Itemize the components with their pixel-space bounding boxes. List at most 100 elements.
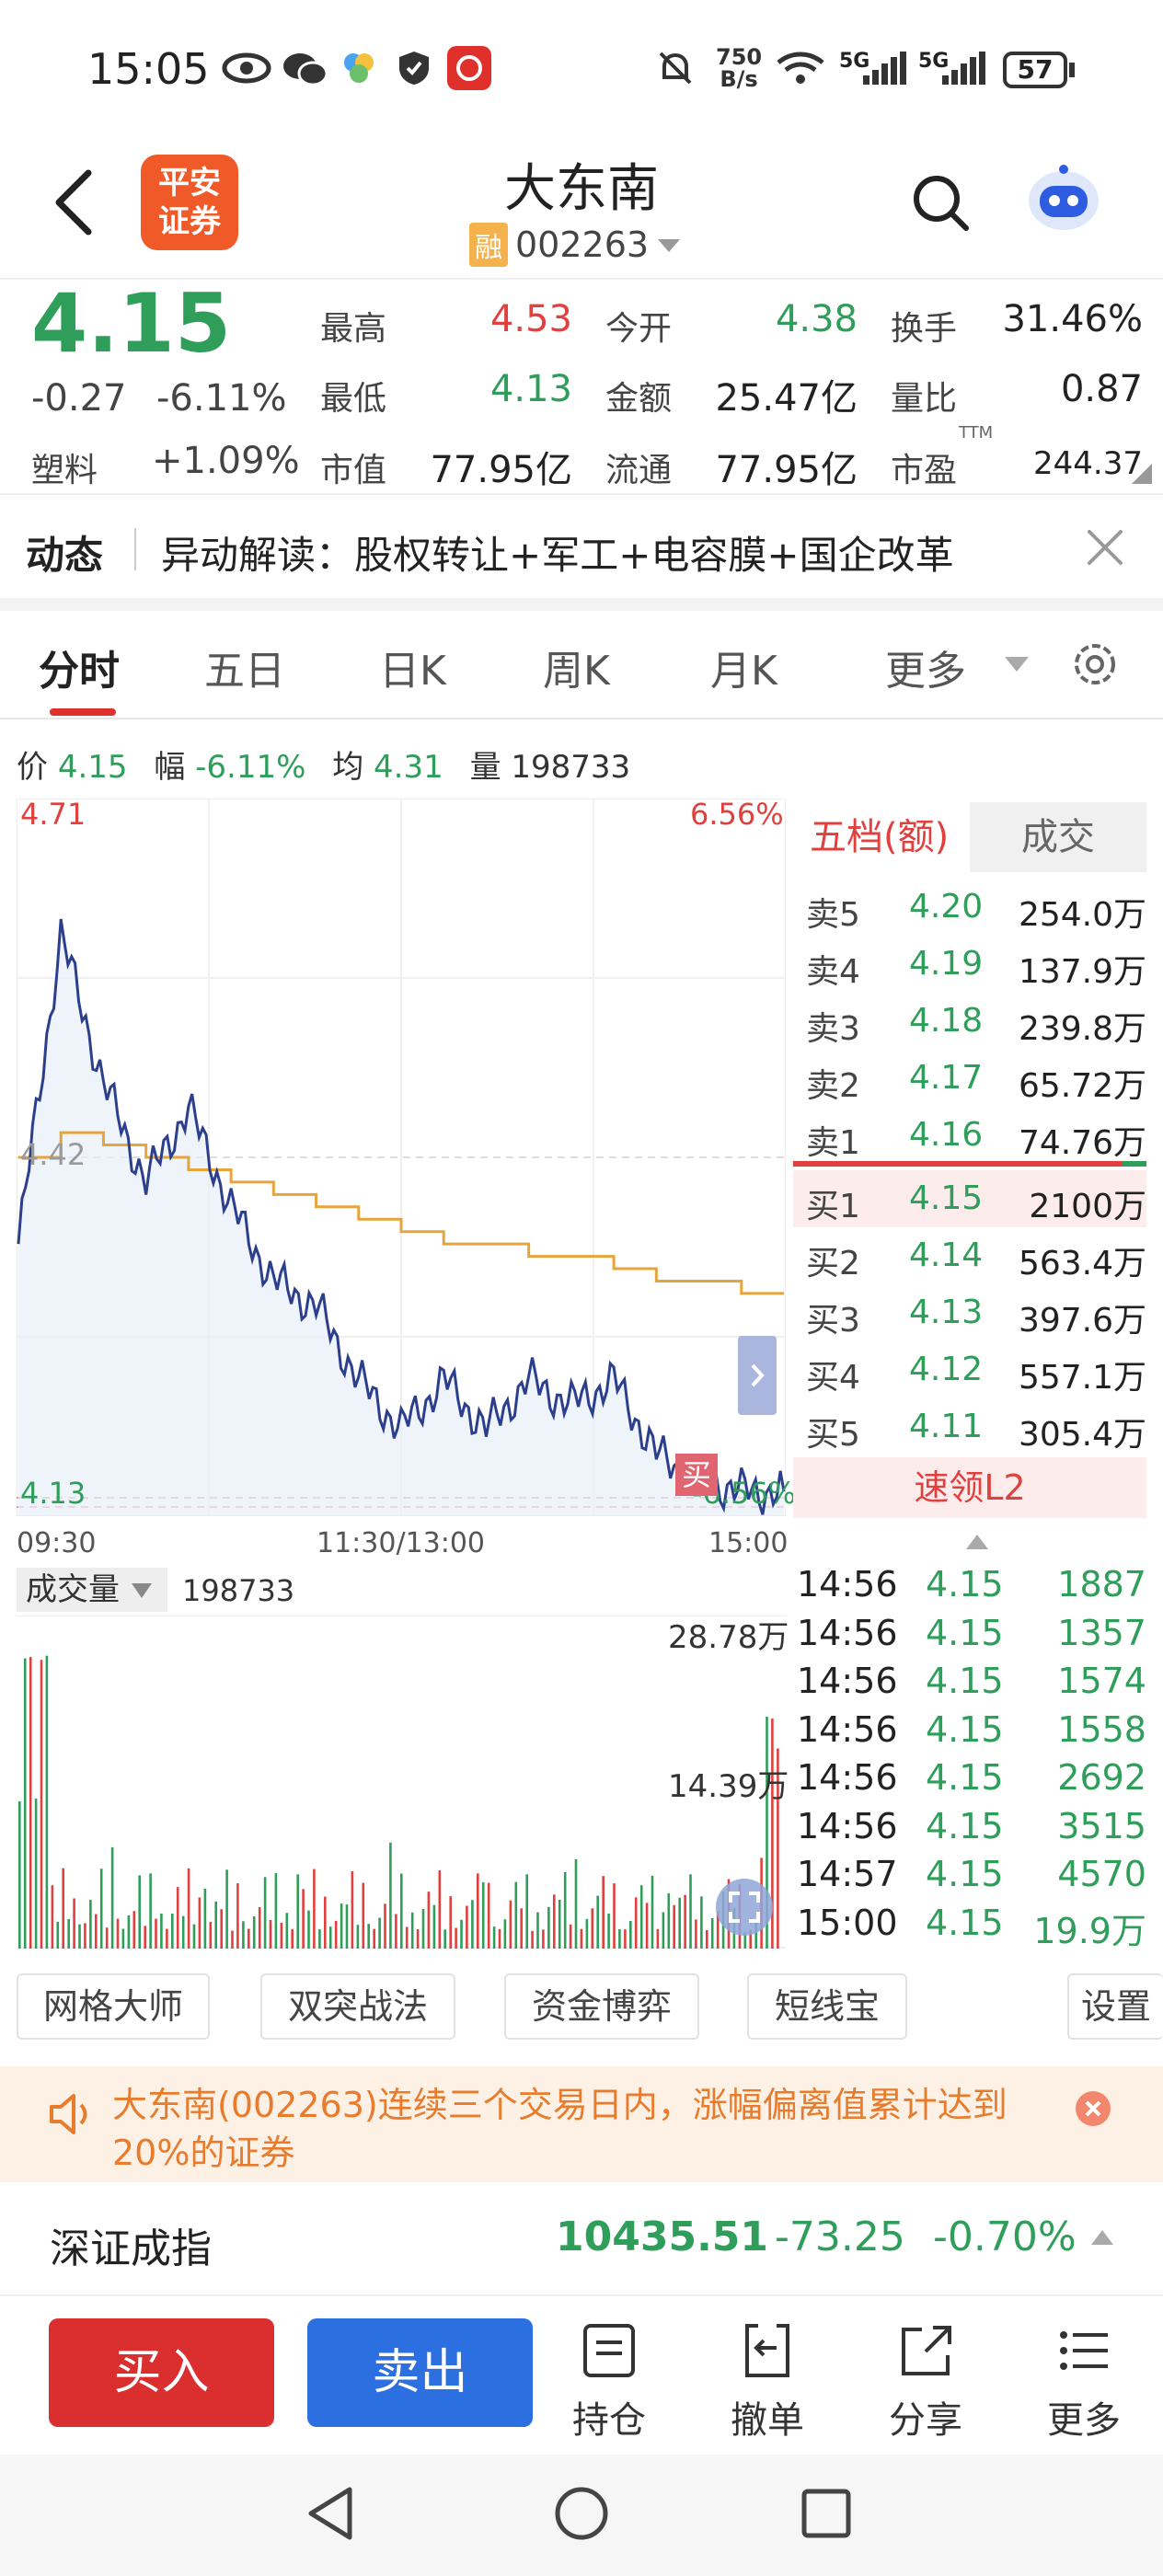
- volume-value: 198733: [182, 1573, 295, 1608]
- volume-bar: [274, 1873, 278, 1949]
- volume-bar: [362, 1882, 365, 1949]
- trade-time: 14:56: [797, 1805, 898, 1846]
- bid-row[interactable]: 买5 4.11 305.4万: [806, 1398, 1146, 1454]
- ask-row[interactable]: 卖5 4.20 254.0万: [806, 879, 1146, 934]
- volume-bar: [477, 1873, 479, 1949]
- gear-icon[interactable]: [1069, 638, 1121, 690]
- bid-row[interactable]: 买3 4.13 397.6万: [806, 1284, 1146, 1340]
- position-label[interactable]: 持仓: [572, 2399, 646, 2442]
- intraday-price-chart[interactable]: [17, 799, 786, 1516]
- volume-bar: [580, 1928, 583, 1949]
- back-arrow-icon[interactable]: [48, 167, 99, 237]
- volume-bar: [667, 1892, 671, 1949]
- bid-row[interactable]: 买4 4.12 557.1万: [806, 1341, 1146, 1397]
- volume-chart[interactable]: [17, 1616, 786, 1949]
- bid-level-label: 买3: [806, 1302, 860, 1340]
- volume-bar: [351, 1871, 354, 1949]
- caret-up-icon[interactable]: [964, 1531, 990, 1551]
- tab-monthly-k[interactable]: 月K: [710, 648, 777, 695]
- chart-summary: 价 4.15 幅 -6.11% 均 4.31 量 198733: [17, 749, 631, 786]
- tool-short-term-button[interactable]: 短线宝: [747, 1973, 907, 2040]
- wifi-icon: [777, 52, 824, 84]
- tab-five-day[interactable]: 五日: [204, 648, 285, 695]
- tool-breakout-strategy-button[interactable]: 双突战法: [260, 1973, 455, 2040]
- settings-button[interactable]: 设置: [1067, 1973, 1163, 2040]
- nav-recents-icon[interactable]: [799, 2486, 854, 2541]
- volume-bars: [18, 1655, 779, 1949]
- ask-row[interactable]: 卖3 4.18 239.8万: [806, 993, 1146, 1048]
- float-value: 77.95亿: [715, 449, 858, 491]
- tool-grid-master-button[interactable]: 网格大师: [17, 1973, 210, 2040]
- caret-down-icon: [1005, 657, 1029, 672]
- volume-bar: [160, 1913, 163, 1949]
- volume-bar: [591, 1908, 594, 1949]
- sector-label[interactable]: 塑料: [31, 452, 98, 489]
- cancel-order-icon[interactable]: [740, 2322, 795, 2379]
- tab-weekly-k[interactable]: 周K: [543, 648, 610, 695]
- tool-capital-game-button[interactable]: 资金博弈: [504, 1973, 699, 2040]
- volume-bar: [313, 1869, 316, 1949]
- volume-bar: [645, 1903, 649, 1949]
- volume-bar: [427, 1892, 431, 1949]
- x-axis-mid: 11:30/13:00: [317, 1527, 486, 1559]
- menu-icon[interactable]: [1056, 2322, 1111, 2379]
- tab-intraday[interactable]: 分时: [39, 648, 120, 695]
- nav-back-icon[interactable]: [304, 2484, 359, 2543]
- cancel-order-label[interactable]: 撤单: [731, 2399, 804, 2442]
- buy-marker[interactable]: 买: [675, 1454, 718, 1496]
- tab-order-book[interactable]: 五档(额): [810, 816, 950, 858]
- ask-row[interactable]: 卖4 4.19 137.9万: [806, 936, 1146, 991]
- trade-volume: 2692: [1057, 1757, 1146, 1798]
- tab-trades[interactable]: 成交: [970, 802, 1146, 872]
- risk-notice-text[interactable]: 大东南(002263)连续三个交易日内，涨幅偏离值累计达到20%的证券: [112, 2085, 1008, 2173]
- news-headline[interactable]: 异动解读：股权转让+军工+电容膜+国企改革: [161, 533, 954, 578]
- caret-up-icon[interactable]: [1089, 2226, 1115, 2247]
- float-label: 流通: [605, 452, 673, 489]
- sell-button[interactable]: 卖出: [307, 2318, 533, 2427]
- stock-code-selector[interactable]: 融 002263: [469, 221, 682, 269]
- level2-promo-button[interactable]: 速领L2: [793, 1457, 1146, 1518]
- trade-time: 14:56: [797, 1564, 898, 1604]
- sim1-label: 5G: [839, 50, 870, 73]
- ask-row[interactable]: 卖1 4.16 74.76万: [806, 1107, 1146, 1162]
- trade-price: 4.15: [926, 1902, 1004, 1943]
- bid1-highlight: [793, 1170, 1146, 1227]
- index-name[interactable]: 深证成指: [50, 2225, 212, 2272]
- tab-daily-k[interactable]: 日K: [379, 648, 446, 695]
- nav-home-icon[interactable]: [552, 2484, 611, 2543]
- bid-row[interactable]: 买2 4.14 563.4万: [806, 1227, 1146, 1282]
- share-icon[interactable]: [898, 2322, 953, 2379]
- tab-more[interactable]: 更多: [885, 648, 966, 695]
- close-icon[interactable]: [1084, 526, 1126, 569]
- bid-price: 4.11: [909, 1408, 984, 1445]
- search-icon[interactable]: [911, 173, 972, 234]
- share-label[interactable]: 分享: [889, 2399, 962, 2442]
- buy-button[interactable]: 买入: [49, 2318, 274, 2427]
- risk-notice-banner: [0, 2066, 1163, 2182]
- high-label: 最高: [320, 310, 387, 348]
- volume-bar: [743, 1931, 747, 1949]
- bid-row[interactable]: 买1 4.15 2100万: [806, 1170, 1146, 1225]
- volume-bar: [421, 1909, 425, 1949]
- ask-level-label: 卖3: [806, 1010, 860, 1048]
- expand-panel-button[interactable]: [738, 1336, 777, 1415]
- bell-mute-icon: [659, 52, 692, 85]
- y-axis-min: 4.13: [20, 1476, 86, 1511]
- robot-assistant-icon[interactable]: [1021, 162, 1106, 236]
- fullscreen-icon[interactable]: [714, 1877, 775, 1938]
- volume-bar: [138, 1875, 141, 1949]
- volume-bar: [51, 1885, 54, 1949]
- corner-expand-icon[interactable]: [1132, 464, 1152, 484]
- sector-change[interactable]: +1.09%: [152, 440, 300, 482]
- stock-name: 大东南: [504, 159, 659, 219]
- ask-row[interactable]: 卖2 4.17 65.72万: [806, 1050, 1146, 1105]
- wechat-icon: [283, 53, 328, 86]
- volume-bar: [34, 1799, 38, 1949]
- volume-bar: [269, 1919, 272, 1949]
- volume-indicator-selector[interactable]: 成交量: [17, 1568, 167, 1612]
- position-list-icon[interactable]: [582, 2322, 637, 2379]
- more-label[interactable]: 更多: [1047, 2399, 1121, 2442]
- y-axis-max: 4.71: [20, 797, 86, 832]
- close-icon[interactable]: [1075, 2090, 1111, 2127]
- volume-bar: [416, 1929, 420, 1949]
